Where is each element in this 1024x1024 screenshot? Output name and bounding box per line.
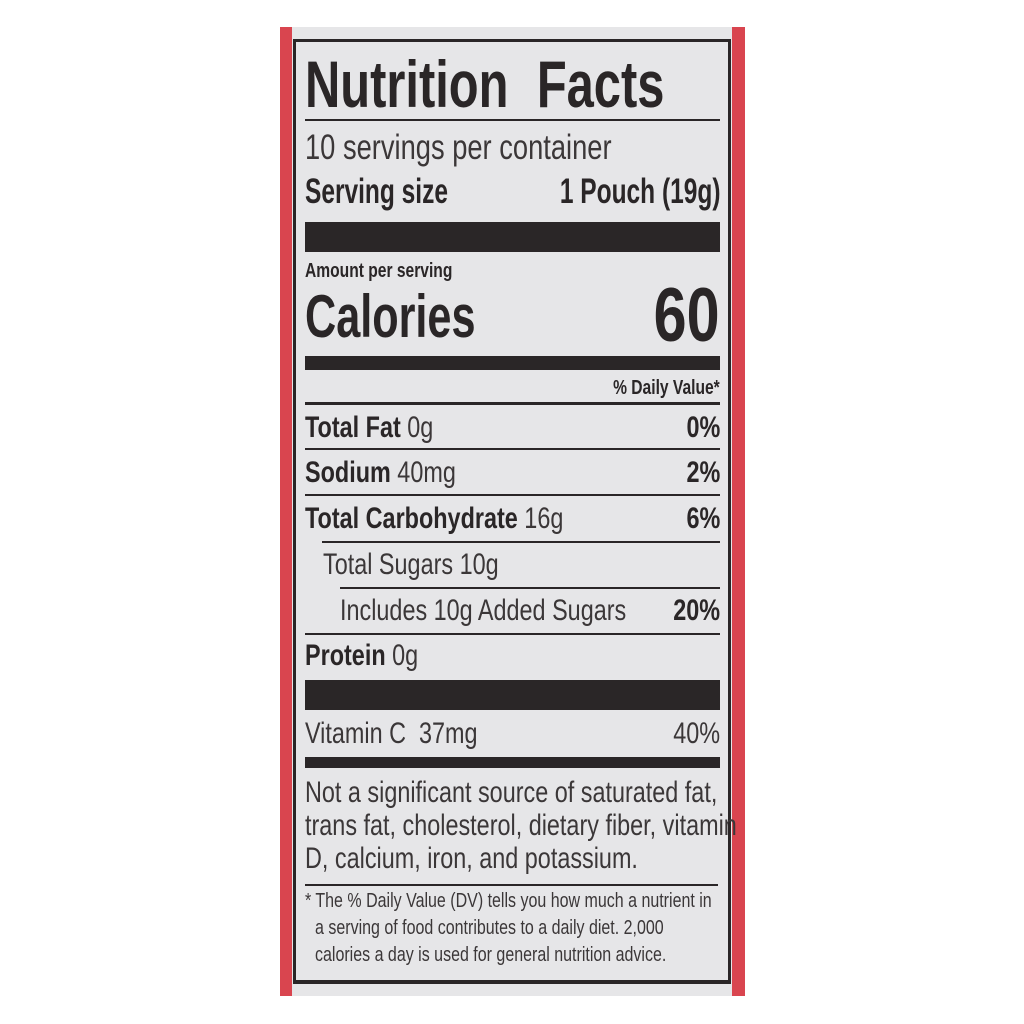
nutrient-row-total-fat: Total Fat 0g 0% bbox=[305, 411, 720, 444]
nutrient-row-sodium: Sodium 40mg 2% bbox=[305, 456, 720, 489]
divider bbox=[305, 494, 720, 496]
divider bbox=[305, 119, 720, 121]
servings-per-container: 10 servings per container bbox=[305, 128, 612, 167]
nutrient-row-total-sugars: Total Sugars 10g bbox=[323, 548, 499, 581]
nutrition-label bbox=[292, 27, 732, 996]
packaging-edge-right bbox=[732, 27, 745, 996]
thick-divider bbox=[305, 356, 720, 370]
label-border bbox=[293, 39, 731, 984]
nutrient-row-added-sugars: Includes 10g Added Sugars 20% bbox=[340, 594, 720, 627]
divider bbox=[340, 587, 720, 589]
daily-value-header: % Daily Value* bbox=[613, 377, 720, 399]
divider bbox=[305, 448, 720, 450]
divider bbox=[322, 541, 720, 543]
amount-per-serving: Amount per serving bbox=[305, 260, 453, 282]
thick-divider bbox=[305, 222, 720, 252]
divider bbox=[305, 633, 720, 635]
not-significant-statement: Not a significant source of saturated fa… bbox=[305, 776, 737, 875]
calories-row: Calories 60 bbox=[305, 273, 720, 358]
nutrient-row-total-carbohydrate: Total Carbohydrate 16g 6% bbox=[305, 502, 720, 535]
thick-divider bbox=[305, 680, 720, 710]
divider bbox=[305, 402, 720, 405]
vitamin-row-vitamin-c: Vitamin C 37mg 40% bbox=[305, 717, 720, 750]
daily-value-footnote: * The % Daily Value (DV) tells you how m… bbox=[305, 890, 712, 966]
packaging-edge-left bbox=[280, 27, 293, 996]
serving-size-row: Serving size 1 Pouch (19g) bbox=[305, 172, 720, 211]
label-title: Nutrition Facts bbox=[305, 47, 665, 121]
divider bbox=[305, 884, 718, 886]
thick-divider bbox=[305, 757, 720, 768]
nutrient-row-protein: Protein 0g bbox=[305, 639, 419, 672]
